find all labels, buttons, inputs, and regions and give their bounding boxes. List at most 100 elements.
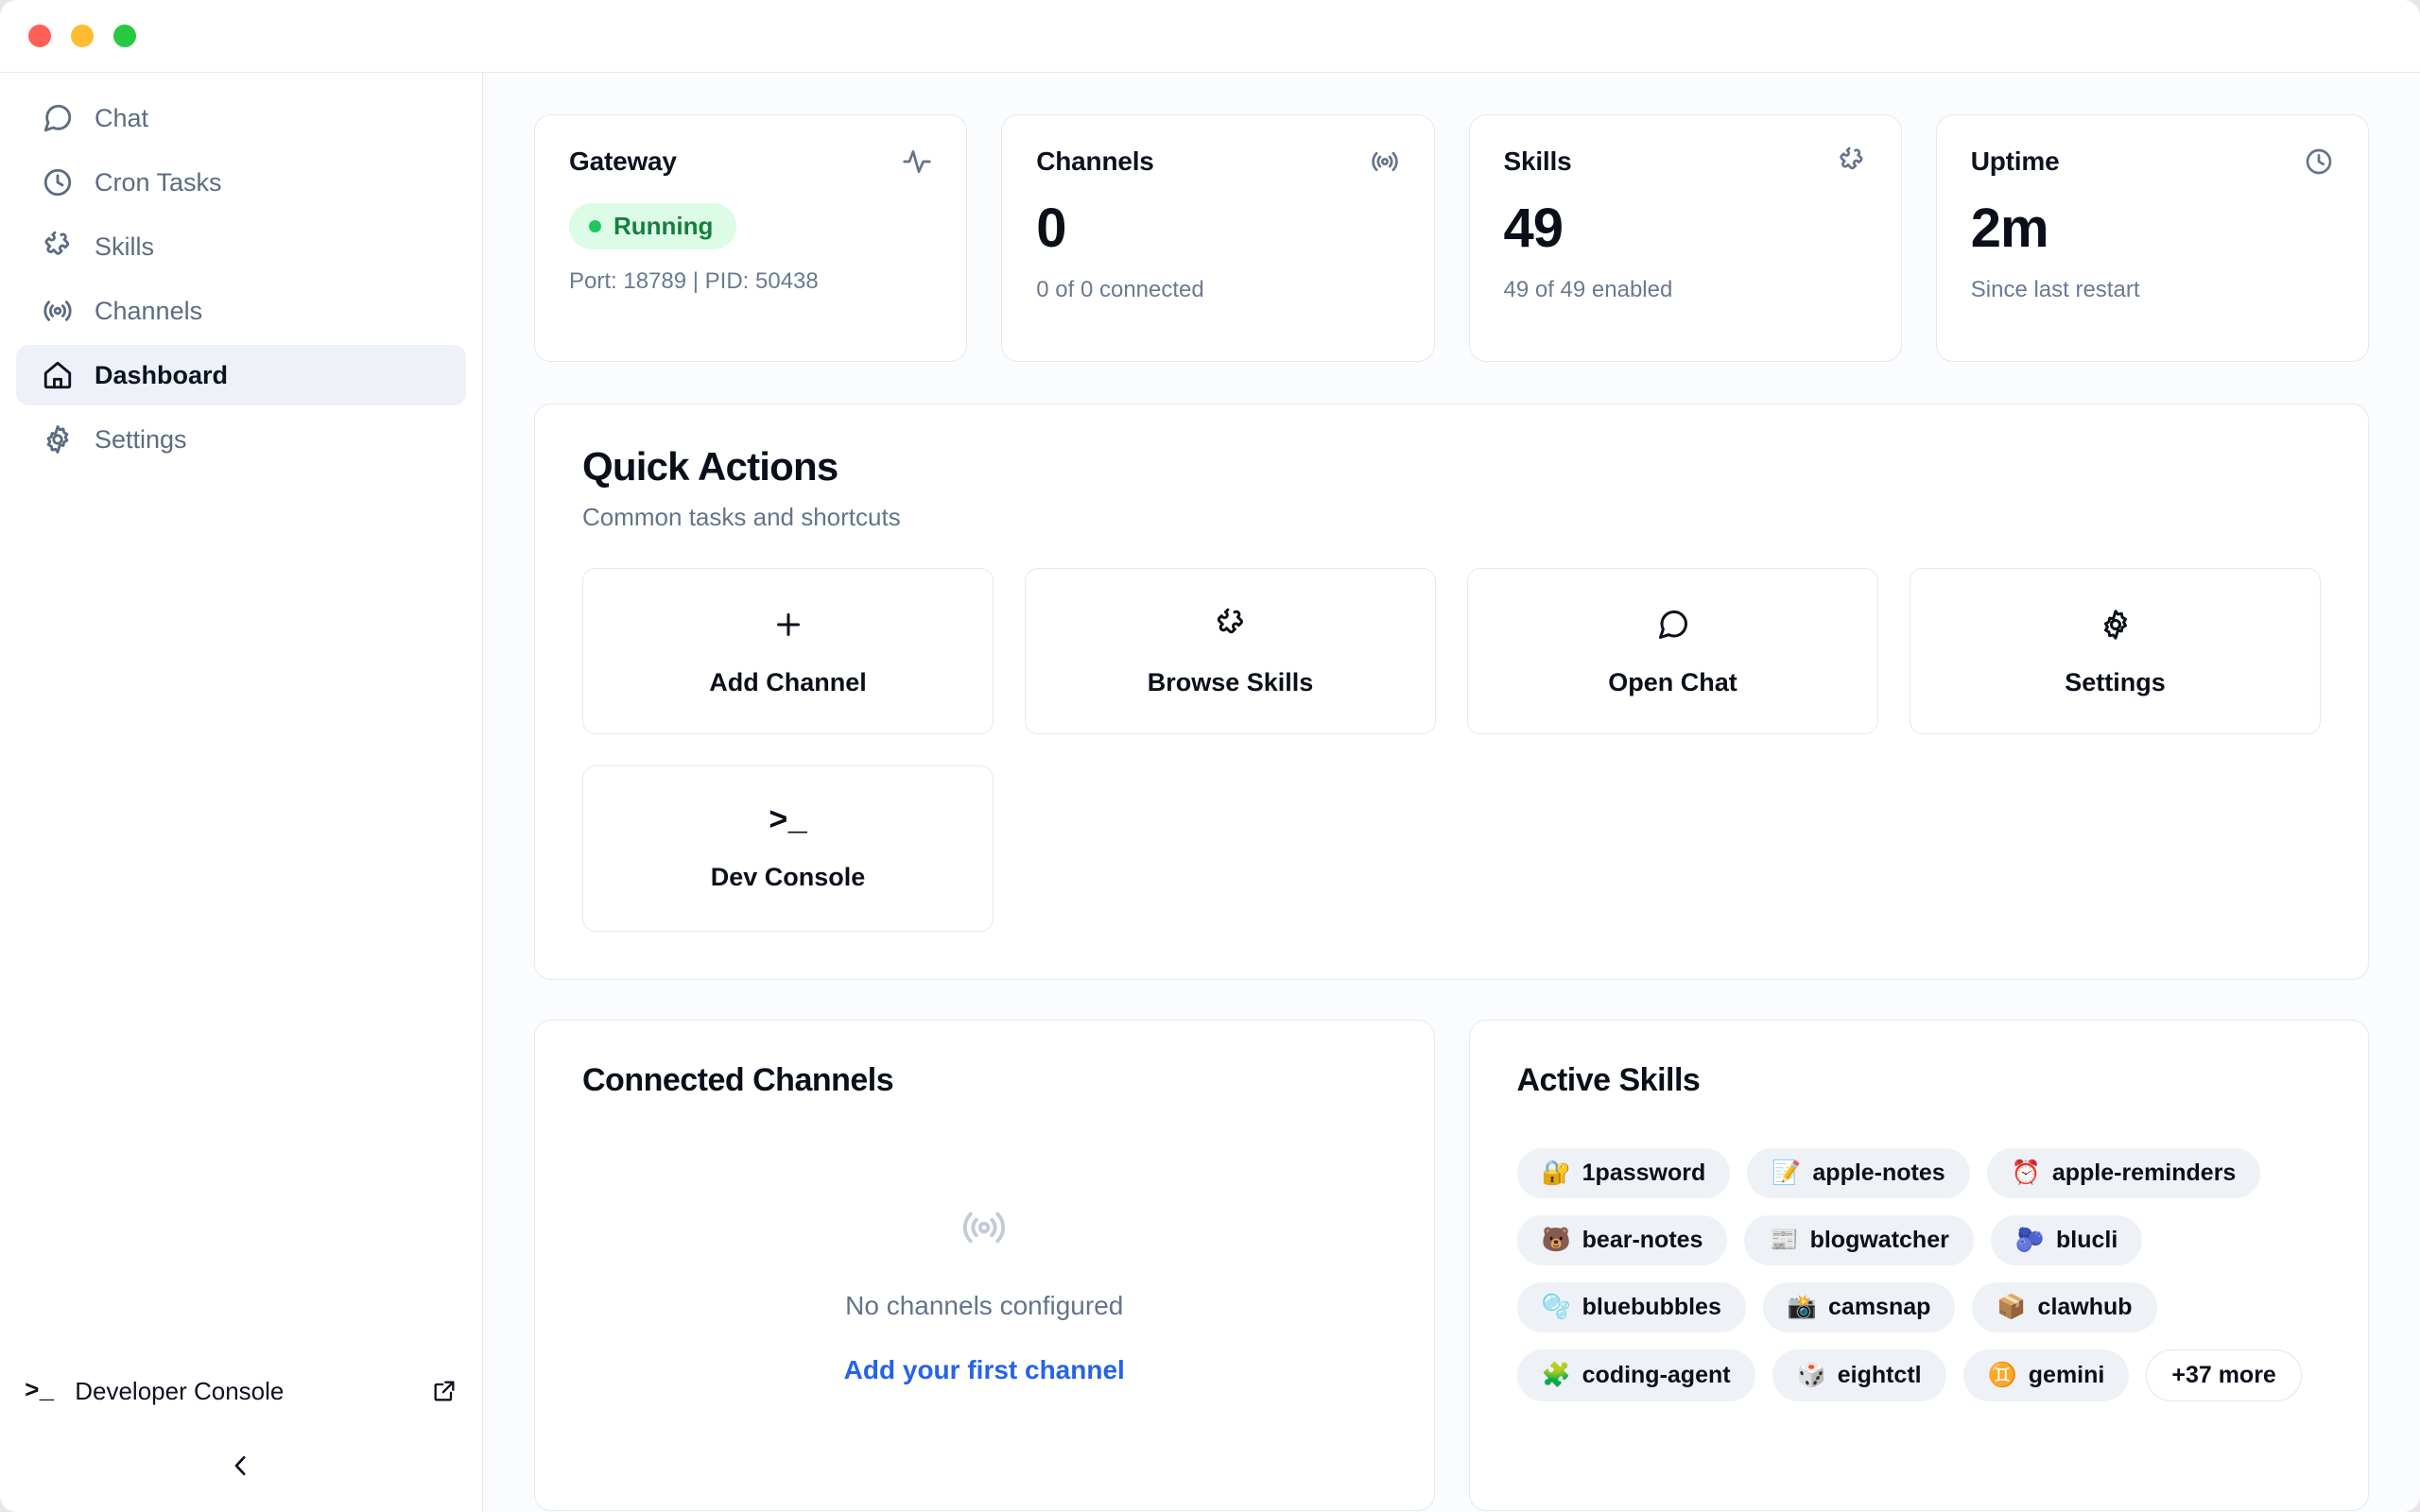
skill-pill[interactable]: ⏰ apple-reminders — [1986, 1148, 2261, 1198]
chat-bubble-icon — [42, 102, 74, 134]
skill-pill-label: 1password — [1582, 1160, 1706, 1186]
skill-emoji-icon: 🧩 — [1541, 1362, 1571, 1388]
skill-pill-label: coding-agent — [1582, 1362, 1731, 1388]
settings-button[interactable]: Settings — [1910, 568, 2321, 734]
sidebar-item-skills[interactable]: Skills — [16, 216, 466, 277]
skill-pill[interactable]: 🫧 bluebubbles — [1516, 1282, 1746, 1332]
puzzle-icon — [1837, 146, 1867, 177]
skill-pill[interactable]: ♊ gemini — [1962, 1349, 2130, 1401]
stat-card-detail: Since last restart — [1970, 277, 2140, 302]
stat-card-detail: 49 of 49 enabled — [1503, 277, 1673, 302]
sidebar-item-label: Channels — [95, 296, 203, 325]
sidebar-item-label: Dashboard — [95, 360, 229, 389]
empty-state-text: No channels configured — [845, 1291, 1124, 1320]
open-chat-button[interactable]: Open Chat — [1467, 568, 1878, 734]
skill-pill[interactable]: 🐻 bear-notes — [1516, 1215, 1728, 1265]
sidebar-spacer — [0, 470, 482, 1357]
active-skills-title: Active Skills — [1516, 1062, 1701, 1098]
clock-icon — [42, 166, 74, 198]
quick-action-label: Settings — [2065, 667, 2166, 696]
skill-emoji-icon: ⏰ — [2011, 1160, 2041, 1186]
bottom-panels: Connected Channels No channels configure… — [534, 1020, 2369, 1511]
stat-card-value: 49 — [1503, 198, 1564, 259]
home-icon — [42, 359, 74, 391]
broadcast-icon — [1370, 146, 1400, 177]
main-content: Gateway Running Port: 18789 | PID: 50438… — [483, 73, 2420, 1512]
skill-pill[interactable]: 🧩 coding-agent — [1516, 1349, 1755, 1401]
gear-icon — [2099, 606, 2133, 644]
chevron-left-icon — [227, 1452, 255, 1486]
sidebar-item-label: Cron Tasks — [95, 167, 222, 197]
connected-channels-title: Connected Channels — [582, 1062, 894, 1098]
browse-skills-button[interactable]: Browse Skills — [1025, 568, 1436, 734]
stat-card-uptime: Uptime 2m Since last restart — [1935, 114, 2369, 362]
skill-pill-label: gemini — [2028, 1362, 2105, 1388]
skill-pill-label: apple-notes — [1812, 1160, 1945, 1186]
skill-emoji-icon: 🔐 — [1541, 1160, 1571, 1186]
skill-pill[interactable]: 📦 clawhub — [1972, 1282, 2157, 1332]
skill-emoji-icon: 🐻 — [1541, 1227, 1571, 1253]
skill-pill-label: bear-notes — [1582, 1227, 1703, 1253]
add-channel-button[interactable]: Add Channel — [582, 568, 994, 734]
sidebar-item-chat[interactable]: Chat — [16, 88, 466, 148]
skill-pill-label: clawhub — [2037, 1294, 2133, 1320]
skill-pill[interactable]: 🔐 1password — [1516, 1148, 1731, 1198]
skill-emoji-icon: 📰 — [1769, 1227, 1799, 1253]
add-first-channel-link[interactable]: Add your first channel — [843, 1355, 1125, 1384]
skill-emoji-icon: 🫧 — [1541, 1294, 1571, 1320]
skill-pill-label: blucli — [2055, 1227, 2118, 1253]
sidebar-item-cron-tasks[interactable]: Cron Tasks — [16, 152, 466, 213]
skill-emoji-icon: 📸 — [1787, 1294, 1818, 1320]
quick-action-label: Browse Skills — [1147, 667, 1314, 696]
stat-card-header: Skills — [1504, 146, 1867, 177]
skill-emoji-icon: 📝 — [1772, 1160, 1802, 1186]
traffic-lights — [28, 25, 136, 47]
sidebar-item-channels[interactable]: Channels — [16, 281, 466, 341]
skill-pill-label: apple-reminders — [2051, 1160, 2237, 1186]
external-link-icon — [431, 1378, 458, 1404]
more-skills-button[interactable]: +37 more — [2146, 1349, 2302, 1401]
dev-console-button[interactable]: >_ Dev Console — [582, 765, 994, 932]
skill-pill-label: eightctl — [1837, 1362, 1922, 1388]
skill-pill[interactable]: 📰 blogwatcher — [1744, 1215, 1974, 1265]
zoom-window-button[interactable] — [113, 25, 136, 47]
stat-card-header: Gateway — [569, 146, 932, 177]
status-badge: Running — [569, 203, 737, 249]
skill-pill[interactable]: 📝 apple-notes — [1747, 1148, 1970, 1198]
clock-icon — [2304, 146, 2334, 177]
status-badge-label: Running — [614, 212, 714, 240]
stat-cards: Gateway Running Port: 18789 | PID: 50438… — [534, 114, 2369, 362]
sidebar-collapse-button[interactable] — [0, 1425, 482, 1512]
quick-actions-title: Quick Actions — [582, 444, 838, 489]
sidebar-item-settings[interactable]: Settings — [16, 409, 466, 470]
gear-icon — [42, 423, 74, 455]
stat-card-title: Uptime — [1970, 146, 2060, 176]
skill-emoji-icon: 🫐 — [2014, 1227, 2045, 1253]
sidebar-item-dashboard[interactable]: Dashboard — [16, 345, 466, 405]
stat-card-gateway: Gateway Running Port: 18789 | PID: 50438 — [534, 114, 968, 362]
close-window-button[interactable] — [28, 25, 51, 47]
connected-channels-panel: Connected Channels No channels configure… — [534, 1020, 1435, 1511]
terminal-icon: >_ — [769, 803, 807, 840]
skill-pill[interactable]: 🎲 eightctl — [1772, 1349, 1946, 1401]
activity-pulse-icon — [902, 146, 932, 177]
chat-bubble-icon — [1656, 606, 1690, 644]
broadcast-icon — [959, 1203, 1009, 1257]
skill-emoji-icon: 🎲 — [1796, 1362, 1826, 1388]
stat-card-value: 0 — [1036, 198, 1066, 259]
minimize-window-button[interactable] — [71, 25, 94, 47]
quick-actions-grid: Add Channel Browse Skills Open Chat — [582, 568, 2321, 932]
sidebar-item-label: Settings — [95, 424, 187, 454]
developer-console-link[interactable]: >_ Developer Console — [25, 1357, 458, 1425]
skill-pill[interactable]: 🫐 blucli — [1990, 1215, 2143, 1265]
stat-card-header: Uptime — [1971, 146, 2334, 177]
gateway-detail: Port: 18789 | PID: 50438 — [569, 268, 819, 294]
stat-card-title: Skills — [1503, 146, 1572, 176]
skill-pill-label: bluebubbles — [1582, 1294, 1721, 1320]
stat-card-channels: Channels 0 0 of 0 connected — [1001, 114, 1435, 362]
developer-console-label: Developer Console — [75, 1376, 285, 1405]
skill-emoji-icon: ♊ — [1987, 1362, 2017, 1388]
quick-action-label: Open Chat — [1608, 667, 1737, 696]
sidebar-item-label: Chat — [95, 103, 149, 132]
skill-pill[interactable]: 📸 camsnap — [1762, 1282, 1956, 1332]
